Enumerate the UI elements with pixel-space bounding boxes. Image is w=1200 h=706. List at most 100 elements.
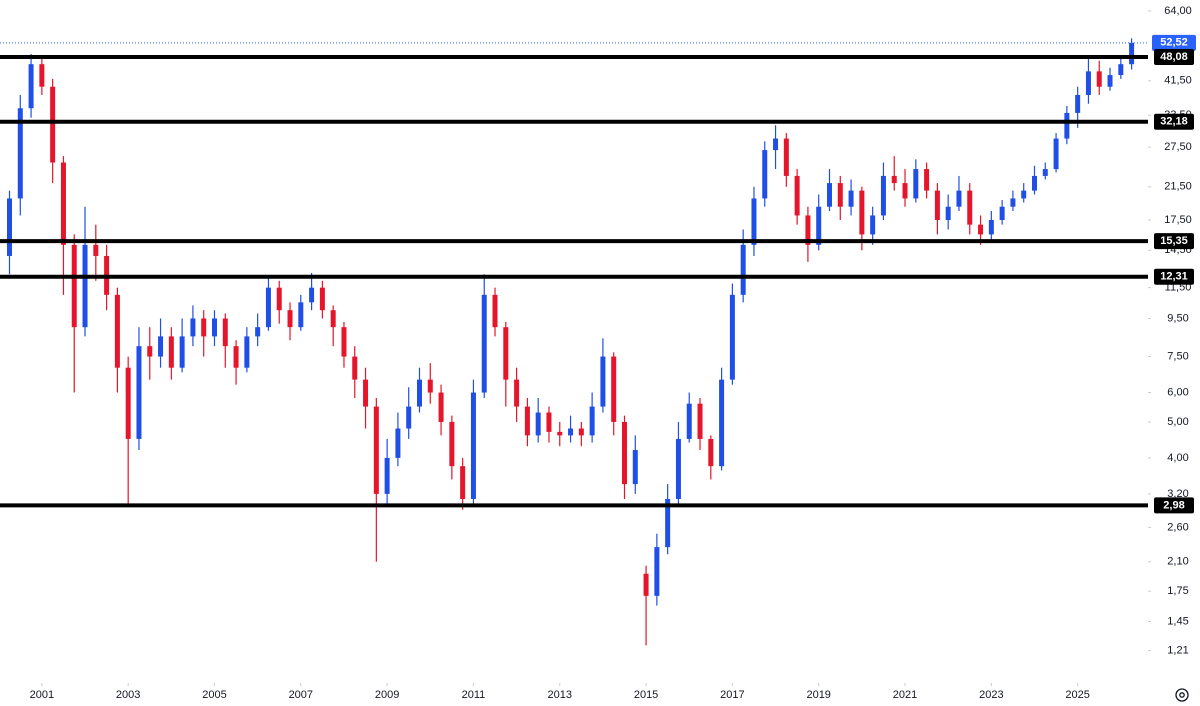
level-label: 32,18 [1160, 116, 1188, 128]
candle-body [621, 421, 627, 485]
candle-body [988, 219, 994, 235]
candle-body [783, 138, 789, 176]
candle-body [870, 215, 876, 235]
candle-body [956, 190, 962, 207]
candle-body [934, 190, 940, 220]
candle-body [125, 367, 131, 439]
y-tick-label: 27,50 [1164, 141, 1192, 153]
candle-body [395, 428, 401, 458]
candle-body [1031, 175, 1037, 191]
candle-body [470, 392, 476, 499]
settings-icon[interactable] [1175, 688, 1189, 702]
candle-body [1042, 169, 1048, 176]
candle-body [697, 403, 703, 439]
candle-body [255, 327, 261, 337]
candle-body [999, 206, 1005, 220]
candle-body [1053, 138, 1059, 170]
candle-body [826, 183, 832, 207]
x-tick-label: 2015 [634, 689, 658, 701]
candle-body [611, 356, 617, 422]
candle-body [568, 428, 574, 436]
candle-body [945, 206, 951, 220]
candle-body [287, 310, 293, 328]
level-label: 48,08 [1160, 51, 1188, 63]
x-tick-label: 2023 [979, 689, 1003, 701]
x-tick-label: 2017 [720, 689, 744, 701]
level-box [1154, 49, 1194, 66]
y-tick-label: 6,00 [1167, 386, 1188, 398]
y-tick-label: 7,50 [1167, 350, 1188, 362]
candle-body [319, 287, 325, 311]
candle-body [50, 86, 56, 163]
candle-body [924, 169, 930, 191]
candle-body [416, 379, 422, 407]
candle-body [794, 175, 800, 216]
level-box [1154, 268, 1194, 285]
candle-body [211, 318, 217, 337]
candle-body [729, 294, 735, 380]
candle-body [967, 190, 973, 225]
last-price-box [1152, 34, 1196, 51]
candle-body [363, 379, 369, 407]
x-tick-label: 2003 [116, 689, 140, 701]
candle-body [276, 287, 282, 311]
candle-body [1021, 190, 1027, 199]
gear-ring [1175, 688, 1189, 702]
level-label: 12,31 [1160, 271, 1188, 283]
candle-body [665, 498, 671, 548]
candle-body [557, 431, 563, 436]
y-tick-label: 1,45 [1167, 615, 1188, 627]
level-box [1154, 233, 1194, 250]
candle-body [1064, 112, 1070, 139]
candle-body [158, 336, 164, 357]
candle-body [600, 356, 606, 407]
candle-body [589, 406, 595, 436]
candle-body [546, 412, 552, 432]
candle-body [837, 183, 843, 207]
candle-body [244, 336, 250, 368]
x-tick-label: 2013 [548, 689, 572, 701]
candle-body [848, 190, 854, 207]
x-tick-label: 2001 [30, 689, 54, 701]
candle-body [309, 287, 315, 303]
y-tick-label: 2,60 [1167, 521, 1188, 533]
candle-body [805, 215, 811, 245]
candle-body [39, 64, 45, 87]
candle-body [1107, 75, 1113, 87]
x-tick-label: 2011 [462, 689, 486, 701]
candle-body [913, 169, 919, 199]
candle-body [773, 138, 779, 151]
candle-body [762, 150, 768, 199]
candle-body [654, 547, 660, 596]
candle-body [632, 450, 638, 485]
last-price-label: 52,52 [1160, 37, 1188, 49]
candle-body [686, 403, 692, 439]
candle-body [71, 244, 77, 328]
candle-body [751, 198, 757, 245]
candle-body [719, 379, 725, 467]
y-tick-label: 5,00 [1167, 416, 1188, 428]
y-tick-label: 9,50 [1167, 312, 1188, 324]
candle-body [438, 392, 444, 422]
candle-body [190, 318, 196, 337]
candle-body [524, 406, 530, 436]
candle-body [179, 336, 185, 368]
x-tick-label: 2009 [375, 689, 399, 701]
candle-body [168, 336, 174, 368]
candle-body [708, 438, 714, 467]
candle-body [481, 294, 487, 393]
candle-body [675, 438, 681, 499]
candle-body [492, 294, 498, 328]
candle-body [6, 198, 12, 256]
y-tick-label: 3,20 [1167, 488, 1188, 500]
y-tick-label: 1,75 [1167, 585, 1188, 597]
y-tick-label: 41,50 [1164, 75, 1192, 87]
y-tick-label: 17,50 [1164, 214, 1192, 226]
candle-body [1096, 71, 1102, 87]
level-label: 2,98 [1163, 499, 1184, 511]
candle-body [460, 466, 466, 499]
candle-body [503, 327, 509, 380]
candle-body [578, 428, 584, 436]
candle-body [60, 162, 66, 245]
